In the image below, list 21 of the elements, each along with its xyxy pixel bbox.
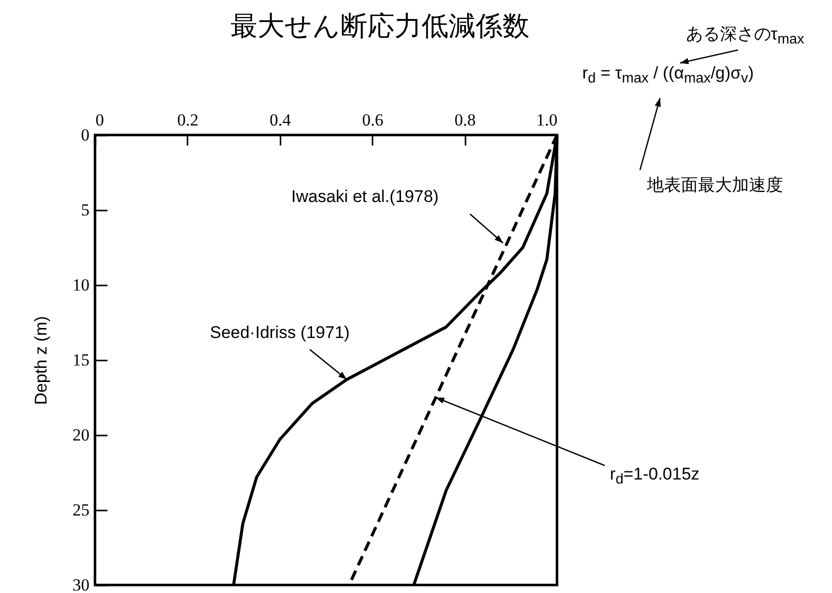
text: r$_{d}$ = τ$_{max}$ / ((α$_{max}$/g)σ$_{v}$) (582, 63, 754, 87)
chart-title: 最大せん断応力低減係数 (230, 11, 530, 41)
y-tick-label: 10 (72, 276, 90, 294)
x-tick-label: 0 (96, 110, 104, 130)
y-tick-label: 25 (72, 500, 90, 520)
y-tick-label: 0 (81, 126, 90, 144)
y-tick-label: 5 (81, 200, 90, 220)
annotation: Seed·Idriss (1971) (210, 322, 350, 342)
y-tick-label: 30 (72, 576, 90, 593)
y-tick-label: 15 (72, 350, 90, 370)
x-tick-label: 1.0 (536, 110, 558, 130)
x-tick-label: 0.8 (454, 110, 476, 130)
annotation: r$_{d}$=1-0.015z (610, 464, 700, 488)
x-tick-label: 0.6 (362, 110, 384, 130)
text: ある深さのτ$_{max}$ (686, 23, 804, 48)
x-tick-label: 0.4 (270, 110, 292, 130)
y-axis-title: Depth z (m) (32, 316, 50, 405)
annotation: Iwasaki et al.(1978) (291, 187, 439, 207)
y-tick-label: 20 (72, 426, 90, 444)
text: 地表面最大加速度 (647, 174, 783, 196)
x-tick-label: 0.2 (177, 110, 199, 130)
